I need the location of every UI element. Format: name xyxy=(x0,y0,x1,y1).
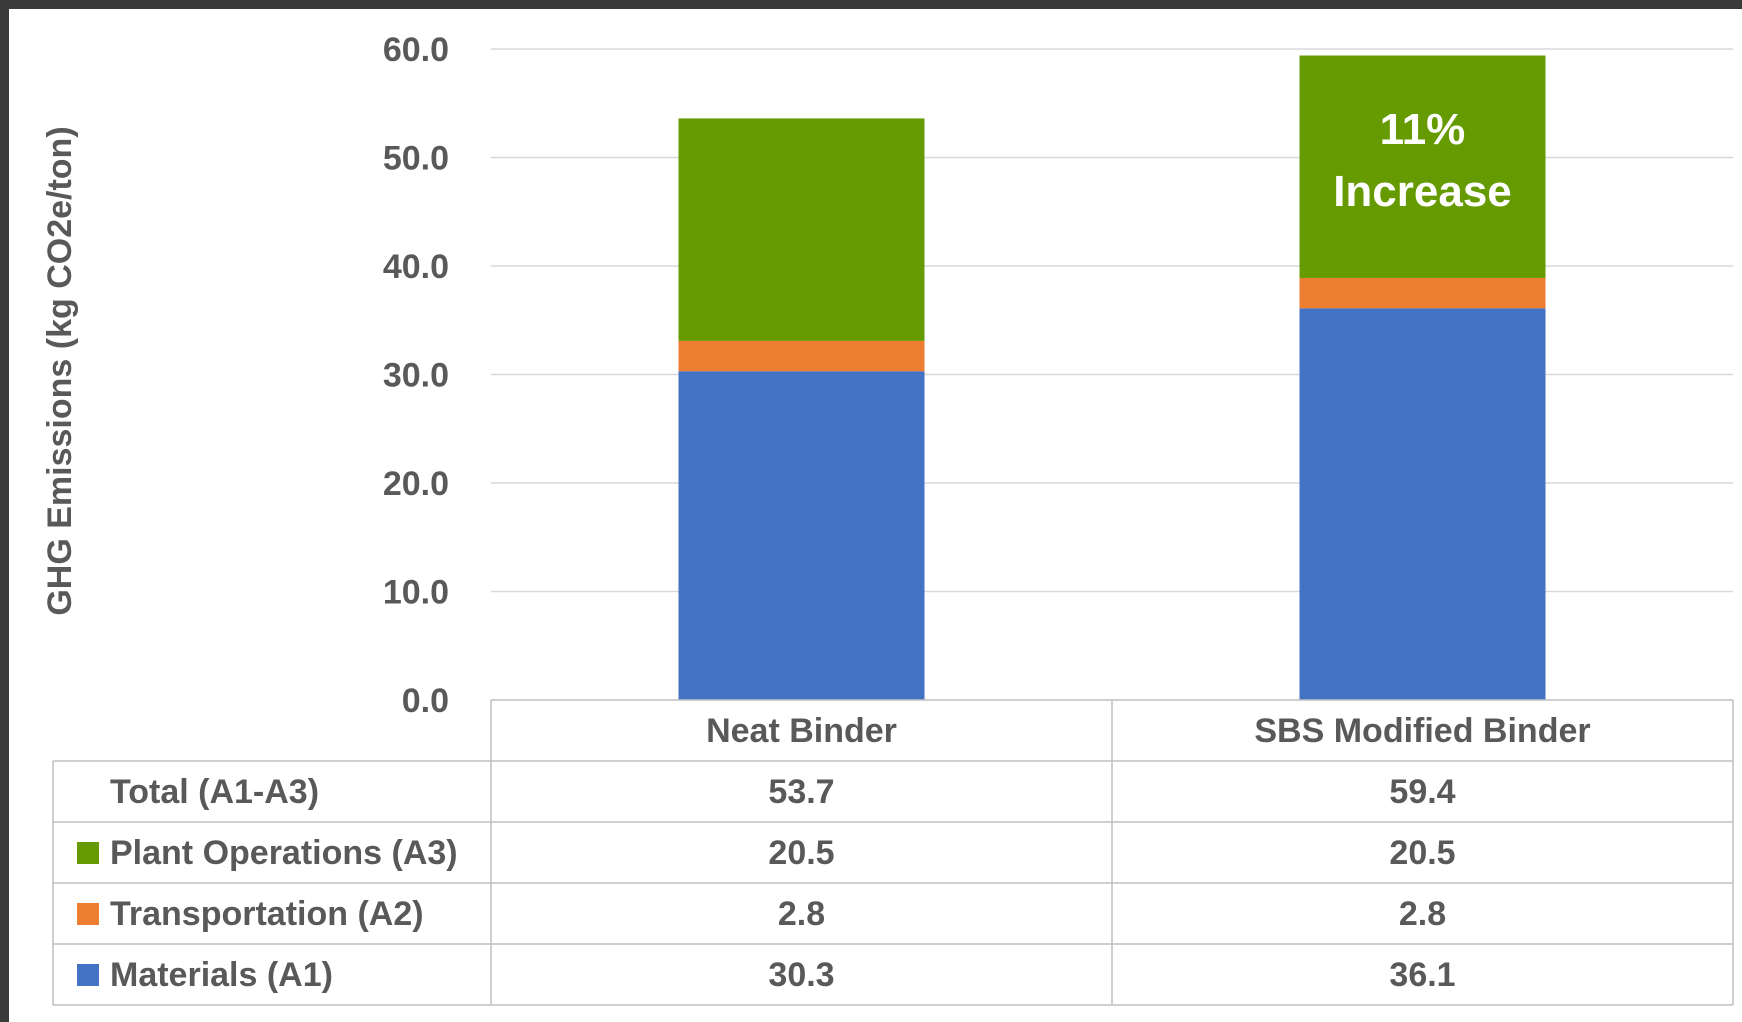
x-category-label: SBS Modified Binder xyxy=(1254,712,1590,750)
chart-card: 0.0 10.0 20.0 30.0 40.0 50.0 60.0 11% Increase … xyxy=(9,9,1742,1022)
legend-key xyxy=(77,842,99,864)
gridlines xyxy=(491,48,1733,593)
table-value: 36.1 xyxy=(1389,956,1455,994)
table-value: 53.7 xyxy=(768,773,834,811)
table-row-label: Transportation (A2) xyxy=(110,895,424,933)
stacked-bar-chart: 0.010.020.030.040.050.060.0 11%Increase … xyxy=(41,31,1734,1006)
table-row-label: Plant Operations (A3) xyxy=(110,834,458,872)
table-value: 2.8 xyxy=(1399,895,1446,933)
bar-segment xyxy=(1299,277,1546,309)
x-category-label: Neat Binder xyxy=(706,712,897,750)
bar-segment xyxy=(1299,308,1546,700)
y-tick-label: 30.0 xyxy=(383,357,449,395)
y-tick-label: 40.0 xyxy=(383,248,449,286)
y-tick-label: 60.0 xyxy=(383,31,449,69)
table-row-label: Materials (A1) xyxy=(110,956,333,994)
y-tick-label: 0.0 xyxy=(402,682,449,720)
table-value: 20.5 xyxy=(1389,834,1455,872)
table-value: 30.3 xyxy=(768,956,834,994)
bars xyxy=(678,55,1546,700)
annotation-text: 11% xyxy=(1380,105,1466,154)
y-tick-label: 20.0 xyxy=(383,465,449,503)
legend-key xyxy=(77,964,99,986)
bar-segment xyxy=(678,371,925,700)
annotation-text: Increase xyxy=(1333,167,1512,216)
y-tick-label: 50.0 xyxy=(383,140,449,178)
data-table: Neat Binder SBS Modified Binder Total (A1-… xyxy=(52,699,1734,1006)
y-axis-ticks: 0.0 10.0 20.0 30.0 40.0 50.0 60.0 xyxy=(383,31,449,720)
y-axis-title: GHG Emissions (kg CO2e/ton) xyxy=(41,126,79,615)
bar-segment xyxy=(678,118,925,341)
annotations: 11% Increase xyxy=(1333,105,1512,216)
bar-segment xyxy=(1299,55,1546,278)
table-value: 20.5 xyxy=(768,834,834,872)
bar-segment xyxy=(678,340,925,372)
table-row-label: Total (A1-A3) xyxy=(110,773,319,811)
legend-key xyxy=(77,903,99,925)
table-value: 2.8 xyxy=(778,895,825,933)
y-tick-label: 10.0 xyxy=(383,574,449,612)
table-value: 59.4 xyxy=(1389,773,1455,811)
